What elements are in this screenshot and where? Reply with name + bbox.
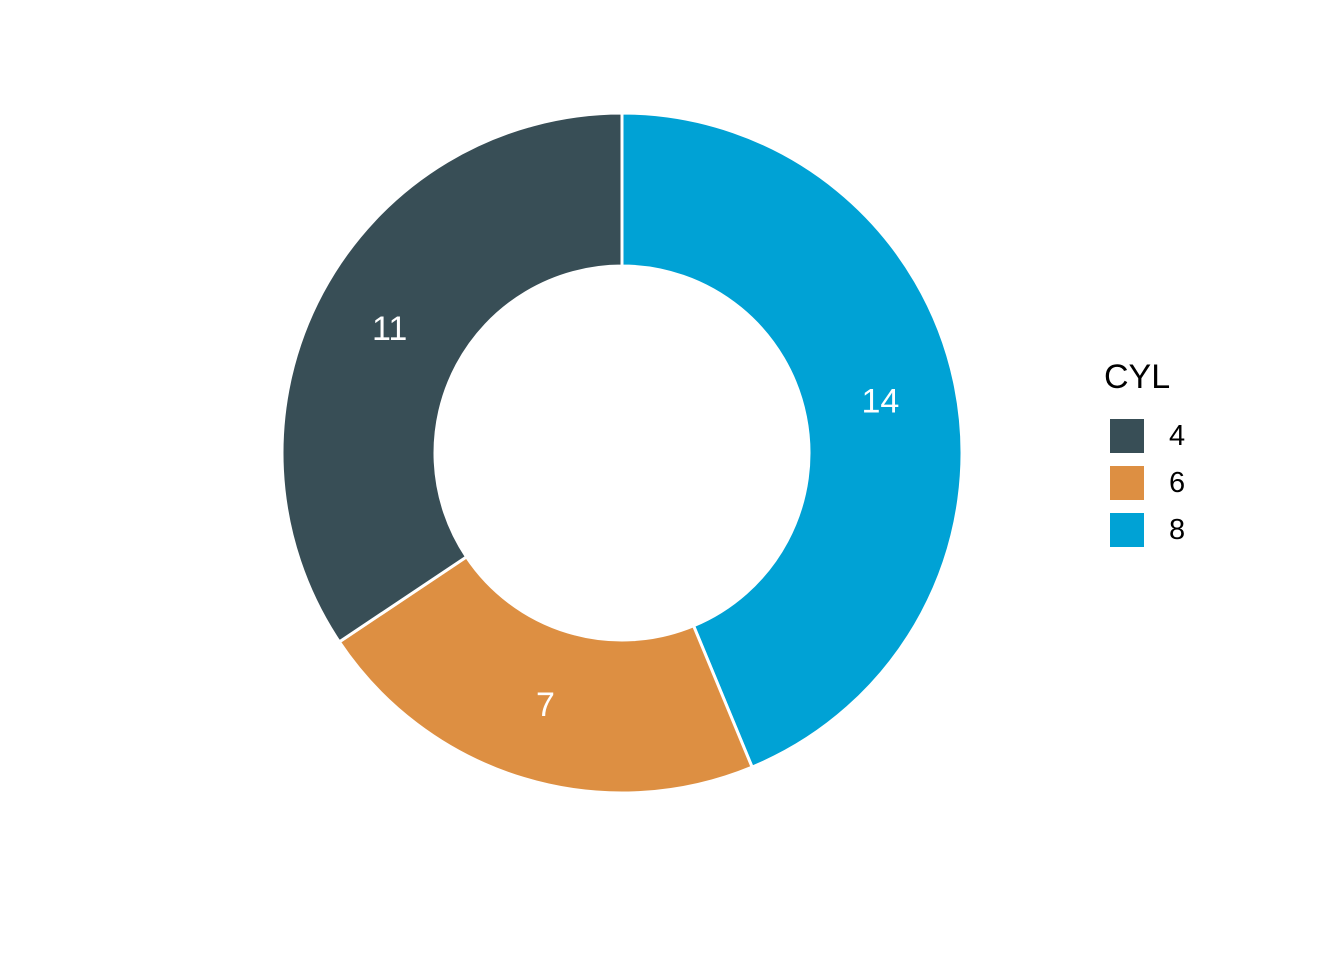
legend-swatch-6 xyxy=(1110,466,1144,500)
legend-label-8: 8 xyxy=(1169,514,1185,546)
donut-slice-8 xyxy=(620,111,964,770)
slice-value-label-8: 14 xyxy=(862,383,900,421)
donut-slices xyxy=(280,111,964,795)
legend-items: 4 6 8 xyxy=(1110,419,1185,547)
legend-label-4: 4 xyxy=(1169,420,1185,452)
legend-swatch-8 xyxy=(1110,513,1144,547)
donut-slice-4 xyxy=(280,111,624,644)
legend: CYL 4 6 8 xyxy=(1104,358,1185,547)
slice-value-label-4: 11 xyxy=(372,310,407,348)
slice-value-label-6: 7 xyxy=(536,686,555,724)
legend-swatch-4 xyxy=(1110,419,1144,453)
slice-labels: 14 7 11 xyxy=(372,310,899,724)
legend-title: CYL xyxy=(1104,358,1170,396)
legend-label-6: 6 xyxy=(1169,467,1185,499)
donut-slice-6 xyxy=(337,554,755,795)
